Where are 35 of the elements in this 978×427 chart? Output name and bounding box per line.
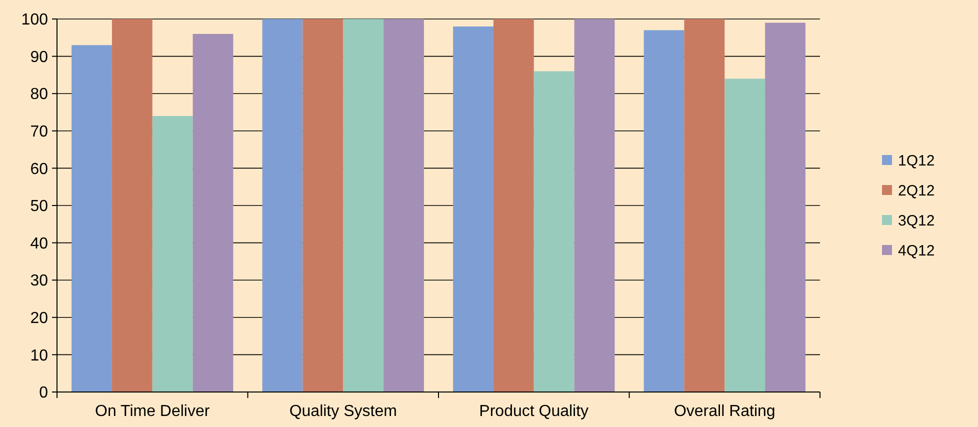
y-tick-label: 20 [30, 310, 48, 327]
bar [493, 19, 534, 392]
bar [574, 19, 615, 392]
y-tick-label: 0 [39, 384, 48, 402]
bar [112, 19, 152, 392]
bar [453, 26, 494, 392]
y-tick-label: 30 [30, 272, 48, 290]
bar [72, 45, 112, 392]
x-tick-label: Quality System [289, 403, 397, 420]
bar [262, 19, 303, 392]
legend-label: 1Q12 [898, 152, 935, 170]
bar [302, 19, 344, 392]
bar [684, 19, 725, 392]
bar [343, 19, 384, 392]
y-tick-label: 50 [30, 198, 48, 216]
bar [192, 34, 234, 392]
bar [724, 78, 766, 392]
bar [765, 22, 806, 392]
bar [534, 71, 574, 392]
y-tick-label: 100 [21, 12, 48, 29]
y-tick-label: 60 [30, 160, 48, 178]
bar [644, 30, 684, 392]
x-tick-label: On Time Deliver [95, 403, 210, 420]
legend-label: 4Q12 [898, 242, 935, 260]
x-tick-label: Product Quality [479, 403, 589, 420]
legend-label: 3Q12 [898, 212, 935, 230]
y-tick-label: 40 [30, 235, 48, 252]
y-tick-label: 80 [30, 86, 48, 104]
bar [384, 19, 424, 392]
x-tick-label: Overall Rating [674, 403, 776, 420]
bar [152, 116, 193, 392]
y-tick-label: 90 [30, 48, 48, 66]
y-tick-label: 70 [30, 124, 48, 140]
y-tick-label: 10 [30, 347, 48, 364]
legend-label: 2Q12 [898, 182, 935, 200]
